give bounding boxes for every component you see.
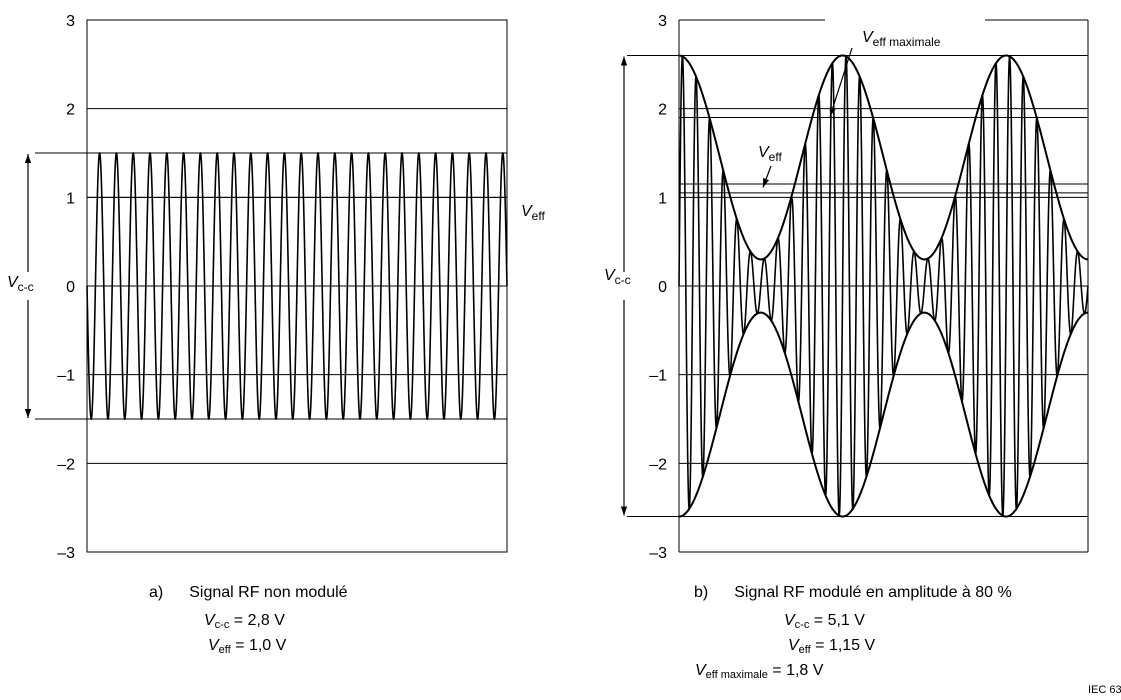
- caption-b: b) Signal RF modulé en amplitude à 80 %: [694, 582, 1012, 604]
- veff-max-symbol: V: [695, 662, 706, 679]
- y-tick-label: 1: [66, 190, 75, 207]
- veff-symbol: V: [788, 637, 799, 654]
- caption-b-veffmax: Veff maximale = 1,8 V: [695, 660, 823, 682]
- y-tick-label: 3: [658, 13, 667, 30]
- caption-b-vcc: Vc-c = 5,1 V: [784, 610, 865, 632]
- caption-a: a) Signal RF non modulé: [149, 582, 348, 604]
- carrier-waveform: [678, 54, 1089, 518]
- veff-max-arrow: [829, 47, 853, 117]
- caption-b-veff-value: = 1,15 V: [810, 637, 876, 654]
- caption-a-veff-value: = 1,0 V: [230, 637, 287, 654]
- veff-label: Veff: [521, 203, 545, 223]
- vcc-subscript: c-c: [214, 619, 230, 631]
- caption-a-vcc: Vc-c = 2,8 V: [204, 610, 285, 632]
- veff-subscript: eff: [798, 644, 811, 656]
- y-tick-label: 0: [66, 279, 75, 296]
- y-tick-label: 2: [658, 102, 667, 119]
- y-tick-label: –1: [57, 368, 75, 385]
- veff-subscript: eff: [218, 644, 231, 656]
- caption-b-veff: Veff = 1,15 V: [788, 635, 875, 657]
- veff-symbol: V: [208, 637, 219, 654]
- caption-b-label: b): [694, 584, 709, 601]
- veff-max-label: Veff maximale: [862, 29, 941, 49]
- vcc-label: Vc-c: [604, 267, 631, 287]
- y-tick-label: –1: [649, 368, 667, 385]
- y-tick-label: 1: [658, 190, 667, 207]
- vcc-subscript: c-c: [794, 619, 810, 631]
- vcc-symbol: V: [784, 612, 795, 629]
- y-tick-label: 0: [658, 279, 667, 296]
- caption-a-title: Signal RF non modulé: [189, 584, 348, 601]
- veff-max-subscript: eff maximale: [705, 669, 768, 681]
- caption-a-vcc-value: = 2,8 V: [229, 612, 285, 629]
- chart-panel-b: 3 2 1 0 –1 –2 –3 Vc-c Veff maximale Veff: [604, 13, 1089, 562]
- vcc-label: Vc-c: [7, 274, 34, 294]
- y-tick-label: 3: [66, 13, 75, 30]
- veff-label: Veff: [758, 144, 782, 164]
- figure-reference: IEC 6321: [1088, 684, 1121, 696]
- carrier-waveform: [86, 151, 508, 421]
- veff-arrow: [762, 165, 772, 188]
- caption-b-veffmax-value: = 1,8 V: [767, 662, 824, 679]
- caption-b-vcc-value: = 5,1 V: [809, 612, 865, 629]
- chart-panel-a: 3 2 1 0 –1 –2 –3 Vc-c Veff: [7, 13, 545, 562]
- upper-envelope: [678, 54, 1089, 261]
- y-tick-label: –2: [57, 456, 75, 473]
- caption-a-veff: Veff = 1,0 V: [208, 635, 286, 657]
- y-tick-label: 2: [66, 102, 75, 119]
- caption-a-label: a): [149, 584, 164, 601]
- y-tick-label: –2: [649, 456, 667, 473]
- lower-envelope: [678, 311, 1089, 518]
- caption-b-title: Signal RF modulé en amplitude à 80 %: [734, 584, 1012, 601]
- vcc-symbol: V: [204, 612, 215, 629]
- y-tick-label: –3: [57, 545, 75, 562]
- y-tick-label: –3: [649, 545, 667, 562]
